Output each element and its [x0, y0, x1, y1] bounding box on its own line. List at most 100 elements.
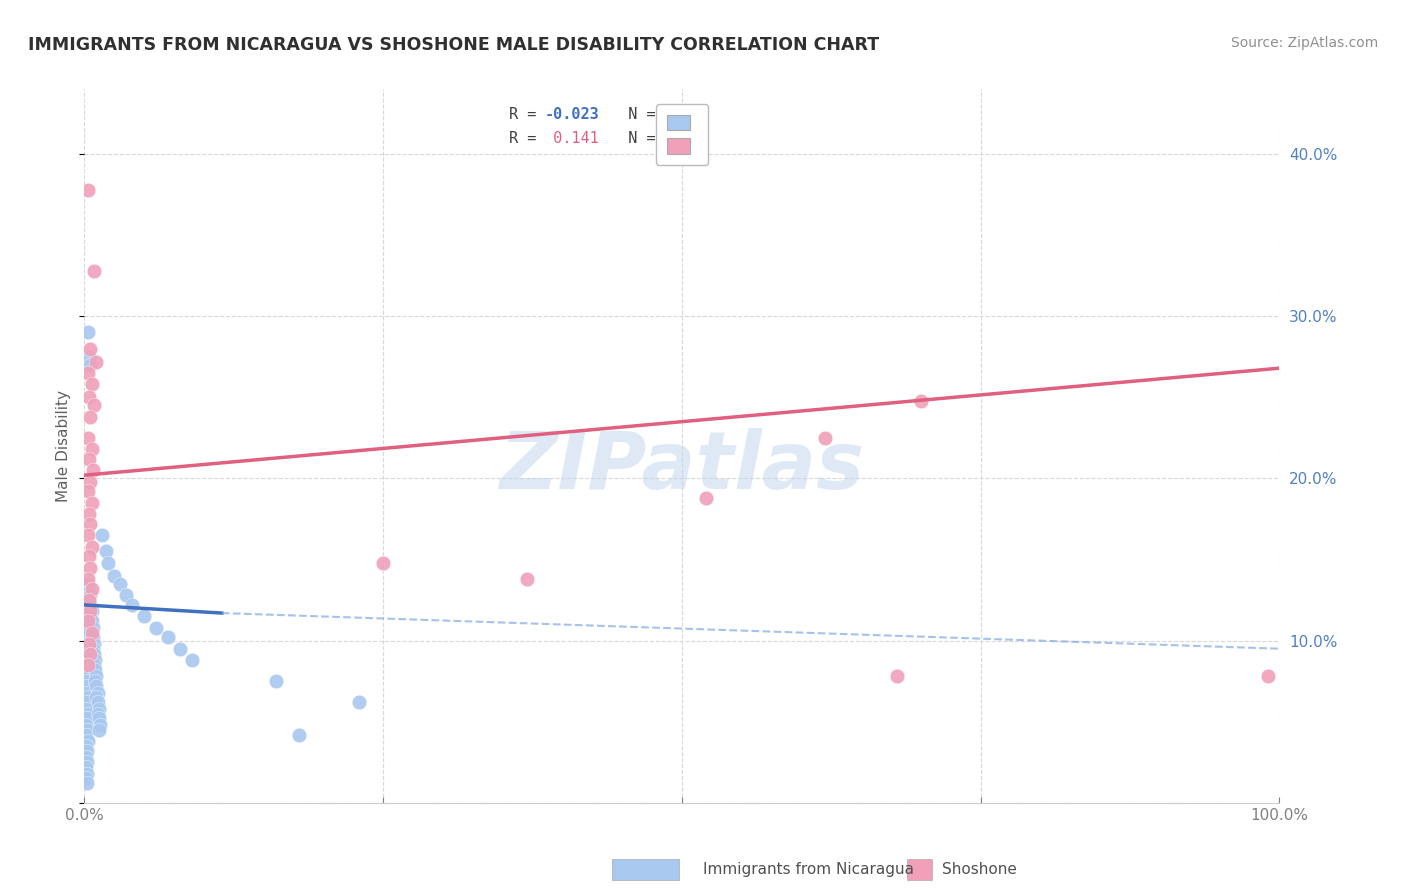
Point [288, 728, 311, 742]
Point [76, 593, 98, 607]
Point [75, 772, 97, 786]
Point [76, 766, 98, 780]
Point [103, 568, 125, 582]
Point [77, 507, 100, 521]
Point [87, 702, 110, 716]
Point [75, 653, 97, 667]
Point [77, 593, 100, 607]
Point [87, 723, 110, 737]
Text: 0.141: 0.141 [544, 130, 599, 145]
Point [75, 728, 97, 742]
Point [86, 685, 108, 699]
Point [91, 528, 114, 542]
Point [80, 604, 103, 618]
Point [83, 264, 105, 278]
Point [89, 718, 111, 732]
Point [76, 723, 98, 737]
Point [77, 549, 100, 564]
Point [76, 756, 98, 770]
Point [79, 560, 101, 574]
Point [169, 641, 191, 656]
Point [77, 614, 100, 628]
Point [79, 342, 101, 356]
Text: -0.023: -0.023 [544, 107, 599, 122]
Point [181, 653, 204, 667]
Point [77, 585, 100, 599]
Text: Source: ZipAtlas.com: Source: ZipAtlas.com [1230, 36, 1378, 50]
Point [79, 409, 101, 424]
Point [77, 572, 100, 586]
Point [1257, 669, 1279, 683]
Point [77, 637, 100, 651]
Point [75, 702, 97, 716]
Point [82, 621, 104, 635]
Point [77, 657, 100, 672]
Point [86, 354, 108, 368]
Point [110, 577, 132, 591]
Point [349, 695, 371, 709]
Point [264, 674, 287, 689]
Point [79, 609, 101, 624]
Text: R =: R = [509, 107, 546, 122]
Point [87, 711, 110, 725]
Point [77, 621, 100, 635]
Point [373, 556, 395, 570]
Point [80, 625, 103, 640]
Point [82, 641, 104, 656]
Point [80, 540, 103, 554]
Point [132, 609, 156, 624]
Point [77, 690, 100, 705]
Point [76, 617, 98, 632]
Point [75, 685, 97, 699]
Point [82, 631, 104, 645]
Point [77, 734, 100, 748]
Point [75, 669, 97, 683]
Point [94, 544, 117, 558]
Point [86, 690, 108, 705]
Point [77, 366, 100, 380]
Point [76, 776, 98, 790]
Point [83, 637, 105, 651]
Point [75, 601, 97, 615]
Point [76, 663, 98, 677]
Y-axis label: Male Disability: Male Disability [56, 390, 72, 502]
Point [77, 484, 100, 499]
Text: ZIPatlas: ZIPatlas [499, 428, 865, 507]
Point [77, 657, 100, 672]
Text: N = 81: N = 81 [610, 107, 683, 122]
Point [76, 633, 98, 648]
Point [79, 598, 101, 612]
Point [695, 491, 717, 505]
Point [76, 711, 98, 725]
Point [79, 516, 101, 531]
Point [75, 750, 97, 764]
Point [79, 588, 101, 602]
Point [77, 183, 100, 197]
Point [77, 641, 100, 656]
Point [115, 588, 138, 602]
Point [75, 637, 97, 651]
Point [86, 679, 108, 693]
Point [516, 572, 538, 586]
Point [77, 706, 100, 721]
Point [97, 556, 120, 570]
Point [79, 604, 101, 618]
Point [77, 598, 100, 612]
Legend: , : , [657, 104, 707, 165]
Point [79, 647, 101, 661]
Point [77, 593, 100, 607]
Point [86, 695, 108, 709]
Point [910, 393, 932, 408]
Point [75, 760, 97, 774]
Point [84, 653, 107, 667]
Text: N = 37: N = 37 [610, 130, 683, 145]
Point [76, 647, 98, 661]
Point [75, 625, 97, 640]
Point [75, 739, 97, 753]
Point [886, 669, 908, 683]
Point [75, 718, 97, 732]
Point [76, 744, 98, 758]
Point [76, 679, 98, 693]
Point [80, 582, 103, 596]
Point [77, 577, 100, 591]
